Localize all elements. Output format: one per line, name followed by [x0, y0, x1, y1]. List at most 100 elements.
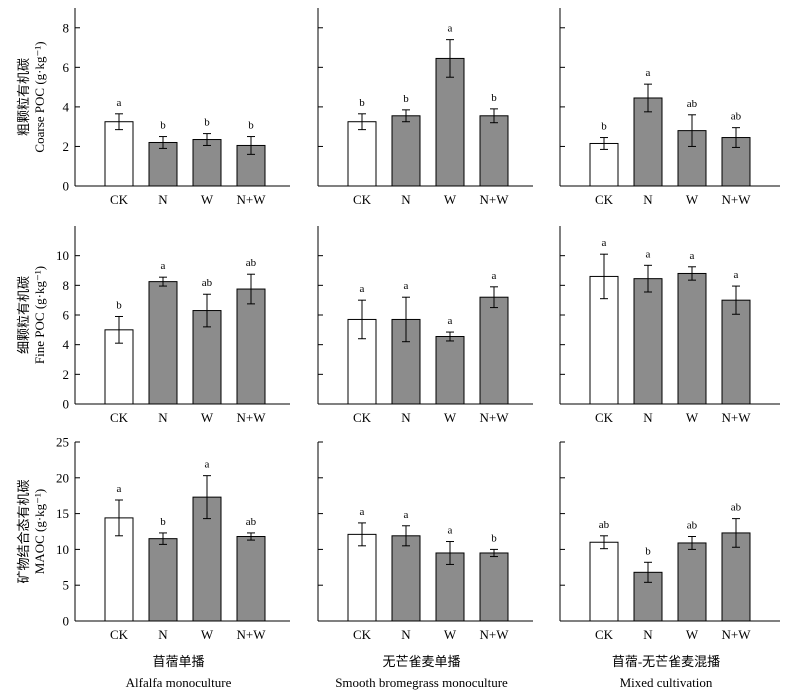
bar-nplusw — [479, 552, 509, 622]
x-tick-label: N — [643, 410, 653, 425]
y-tick-label: 8 — [63, 278, 70, 293]
y-tick-label: 6 — [63, 60, 70, 75]
y-tick-label: 5 — [63, 578, 70, 593]
bar-w — [677, 272, 707, 405]
x-tick-label: W — [444, 410, 457, 425]
x-tick-label: CK — [353, 192, 372, 207]
y-axis-label-zh: 粗颗粒有机碳 — [16, 58, 31, 136]
bar-w — [192, 139, 222, 187]
significance-letter: a — [161, 260, 166, 272]
bar-w — [435, 57, 465, 187]
significance-letter: b — [491, 92, 497, 104]
y-axis-label-en: Coarse POC (g·kg⁻¹) — [32, 41, 47, 152]
x-tick-label: W — [686, 410, 699, 425]
significance-letter: ab — [731, 111, 742, 123]
panel-r3-c2: a CK a Na Wb N+W — [317, 441, 533, 642]
panel-r1-c1: 0 2 4 6 8 a CK b Nb Wb N+W — [63, 8, 290, 207]
significance-letter: b — [601, 121, 607, 133]
significance-letter: a — [492, 270, 497, 282]
y-tick-label: 0 — [63, 614, 70, 629]
column-label-zh: 苜蓿单播 — [152, 654, 204, 669]
significance-letter: ab — [599, 519, 610, 531]
significance-letter: a — [404, 509, 409, 521]
x-tick-label: N+W — [480, 192, 510, 207]
y-tick-label: 0 — [63, 397, 70, 412]
bar-ck — [104, 121, 134, 187]
column-label-en: Mixed cultivation — [620, 675, 713, 690]
y-tick-label: 10 — [56, 542, 69, 557]
x-tick-label: CK — [595, 627, 614, 642]
bar-ck — [347, 121, 377, 187]
bar-nplusw — [721, 299, 751, 405]
panel-r3-c1: 0 5 10 15 20 25 a CK b Na Wab N+W — [56, 435, 290, 642]
significance-letter: ab — [246, 257, 257, 269]
x-tick-label: W — [201, 410, 214, 425]
x-tick-label: N — [158, 410, 168, 425]
x-tick-label: N — [643, 627, 653, 642]
y-tick-label: 4 — [63, 337, 70, 352]
bar-n — [148, 141, 178, 187]
significance-letter: b — [204, 117, 210, 129]
y-tick-label: 2 — [63, 367, 70, 382]
bar-nplusw — [236, 144, 266, 187]
bar-w — [435, 336, 465, 405]
significance-letter: b — [359, 97, 365, 109]
significance-letter: a — [646, 248, 651, 260]
y-tick-label: 15 — [56, 506, 69, 521]
x-tick-label: N+W — [237, 410, 267, 425]
bar-n — [148, 538, 178, 622]
significance-letter: b — [403, 93, 409, 105]
y-tick-label: 20 — [56, 470, 69, 485]
y-tick-label: 10 — [56, 248, 69, 263]
significance-letter: a — [360, 283, 365, 295]
y-tick-label: 25 — [56, 435, 69, 450]
significance-letter: a — [734, 269, 739, 281]
x-tick-label: N — [158, 192, 168, 207]
x-tick-label: N — [401, 627, 411, 642]
x-tick-label: W — [686, 192, 699, 207]
panel-r2-c2: a CK a Na Wa N+W — [317, 226, 533, 425]
x-tick-label: N+W — [237, 192, 267, 207]
bar-nplusw — [236, 288, 266, 405]
panel-r3-c3: ab CK b Nab Wab N+W — [559, 441, 780, 642]
y-tick-label: 2 — [63, 139, 70, 154]
significance-letter: b — [248, 120, 254, 132]
significance-letter: a — [646, 67, 651, 79]
panel-r2-c3: a CK a Na Wa N+W — [559, 226, 780, 425]
y-tick-label: 8 — [63, 20, 70, 35]
significance-letter: b — [645, 545, 651, 557]
x-tick-label: CK — [595, 192, 614, 207]
y-tick-label: 0 — [63, 179, 70, 194]
x-tick-label: N+W — [722, 192, 752, 207]
significance-letter: a — [117, 97, 122, 109]
x-tick-label: W — [201, 192, 214, 207]
bar-w — [677, 542, 707, 622]
x-tick-label: CK — [110, 192, 129, 207]
significance-letter: ab — [731, 502, 742, 514]
panel-r1-c2: b CK b Na Wb N+W — [317, 8, 533, 207]
x-tick-label: CK — [595, 410, 614, 425]
bar-ck — [589, 541, 619, 622]
significance-letter: b — [491, 532, 497, 544]
x-tick-label: CK — [110, 410, 129, 425]
column-label-en: Smooth bromegrass monoculture — [335, 675, 508, 690]
y-axis-label-en: MAOC (g·kg⁻¹) — [32, 489, 47, 575]
significance-letter: b — [160, 516, 166, 528]
x-tick-label: N — [643, 192, 653, 207]
x-tick-label: N — [401, 410, 411, 425]
significance-letter: a — [448, 315, 453, 327]
y-tick-label: 6 — [63, 308, 70, 323]
bar-nplusw — [479, 296, 509, 405]
panel-r1-c3: b CK a Nab Wab N+W — [559, 8, 780, 207]
significance-letter: ab — [687, 520, 698, 532]
significance-letter: a — [360, 506, 365, 518]
panel-r2-c1: 0 2 4 6 8 10 b CK a Nab Wab N+W — [56, 226, 290, 425]
x-tick-label: CK — [110, 627, 129, 642]
significance-letter: a — [117, 483, 122, 495]
y-axis-label-zh: 细颗粒有机碳 — [16, 276, 31, 354]
column-label-zh: 苜蓿-无芒雀麦混播 — [612, 654, 720, 669]
x-tick-label: N+W — [722, 410, 752, 425]
significance-letter: a — [448, 23, 453, 35]
x-tick-label: N+W — [480, 410, 510, 425]
